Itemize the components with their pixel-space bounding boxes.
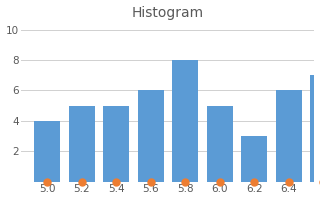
Point [114, 180, 119, 183]
Bar [276, 90, 301, 182]
Point [286, 180, 291, 183]
Bar [69, 106, 95, 182]
Bar [138, 90, 164, 182]
Bar [34, 121, 60, 182]
Title: Histogram: Histogram [132, 6, 204, 20]
Bar [207, 106, 233, 182]
Point [252, 180, 257, 183]
Point [183, 180, 188, 183]
Bar [172, 60, 198, 182]
Point [79, 180, 84, 183]
Bar [103, 106, 129, 182]
Bar [310, 75, 320, 182]
Point [45, 180, 50, 183]
Bar [241, 136, 267, 182]
Point [148, 180, 153, 183]
Point [217, 180, 222, 183]
